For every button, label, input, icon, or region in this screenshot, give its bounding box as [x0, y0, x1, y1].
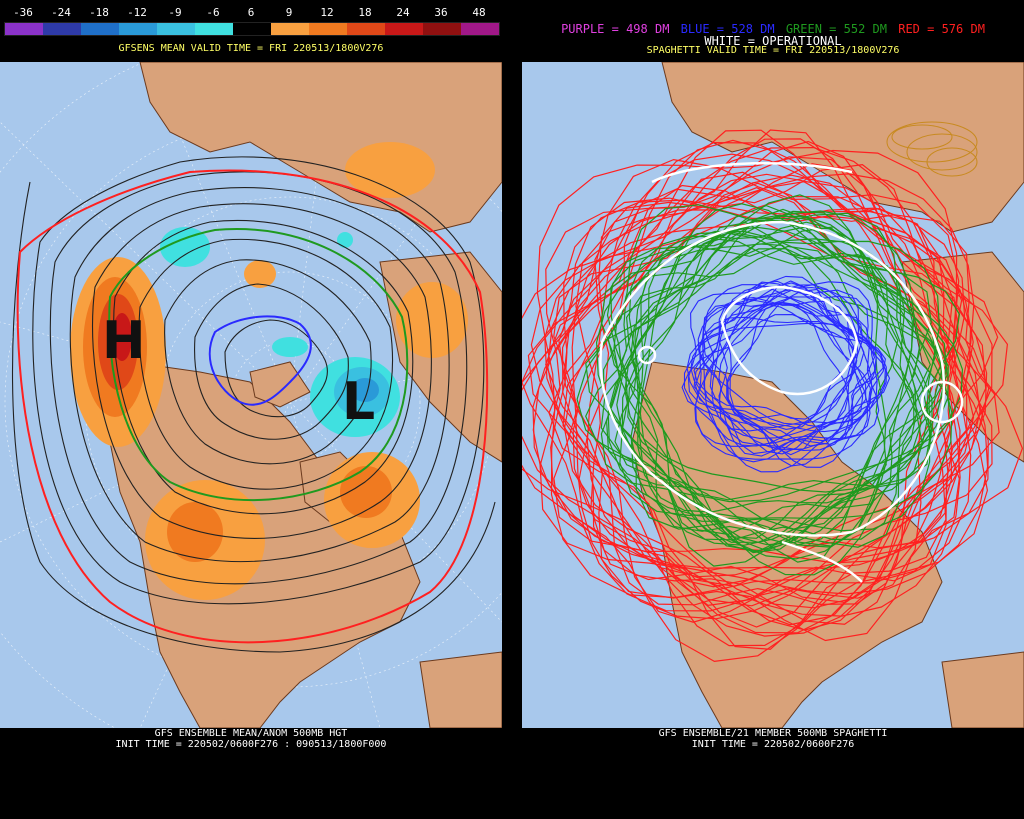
- spaghetti-line: [694, 316, 855, 452]
- legend-label: 6: [247, 6, 255, 19]
- spaghetti-line: [562, 163, 1009, 607]
- contour-key: PURPLE = 498 DM BLUE = 528 DM GREEN = 55…: [522, 22, 1024, 36]
- spaghetti-line: [522, 141, 993, 634]
- legend-swatch: [5, 23, 43, 35]
- ensemble-mean-panel: -36 -24 -18 -12 -9 -6 6 9 12 18 24 36 48…: [0, 0, 502, 819]
- spaghetti-line: [621, 219, 949, 576]
- spaghetti-line: [697, 280, 891, 447]
- legend-swatch: [195, 23, 233, 35]
- spaghetti-line: [726, 296, 887, 468]
- anomaly-color-bar: [4, 22, 500, 36]
- spaghetti-line: [630, 231, 941, 532]
- spaghetti-valid-time: SPAGHETTI VALID TIME = FRI 220513/1800V2…: [646, 45, 900, 56]
- legend-swatch: [461, 23, 499, 35]
- mean-footer-init: INIT TIME = 220502/0600F276 : 090513/180…: [115, 739, 387, 750]
- operational-contours: [599, 162, 964, 583]
- blue-key: BLUE = 528 DM: [680, 22, 775, 36]
- spaghetti-line: [630, 208, 936, 541]
- low-pressure-label: L: [342, 372, 375, 432]
- operational-key: WHITE = OPERATIONAL: [704, 34, 842, 48]
- legend-label: -9: [168, 6, 182, 19]
- ensemble-mean-map: H L: [0, 62, 502, 728]
- legend-label: -24: [51, 6, 71, 19]
- legend-label: -36: [13, 6, 33, 19]
- legend-label: 24: [396, 6, 410, 19]
- spaghetti-panel: PURPLE = 498 DM BLUE = 528 DM GREEN = 55…: [522, 0, 1024, 819]
- legend-swatch: [233, 23, 271, 35]
- mean-valid-time: GFSENS MEAN VALID TIME = FRI 220513/1800…: [118, 43, 384, 54]
- legend-swatch: [347, 23, 385, 35]
- spaghetti-map: [522, 62, 1024, 728]
- spaghetti-line: [572, 173, 961, 569]
- legend-swatch: [119, 23, 157, 35]
- legend-label: 48: [472, 6, 486, 19]
- spaghetti-line: [536, 149, 972, 599]
- legend-swatch: [309, 23, 347, 35]
- spaghetti-line: [639, 226, 964, 503]
- legend-label: 18: [358, 6, 372, 19]
- positive-anomaly-europe: [396, 282, 468, 358]
- spaghetti-line: [547, 215, 972, 637]
- gold-spaghetti-contours: [886, 121, 978, 177]
- contour-528dm: [208, 315, 312, 406]
- green-key: GREEN = 552 DM: [785, 22, 887, 36]
- negative-anomaly-north: [160, 227, 210, 267]
- spaghetti-line: [614, 243, 899, 539]
- blue-spaghetti-contours: [681, 275, 891, 473]
- legend-label: -6: [206, 6, 220, 19]
- contour-576dm: [16, 169, 489, 644]
- legend-label: 9: [285, 6, 293, 19]
- contour-552dm: [108, 228, 409, 502]
- spaghetti-line: [718, 280, 864, 456]
- legend-label: -18: [89, 6, 109, 19]
- spaghetti-line: [686, 301, 849, 463]
- legend-label: -12: [127, 6, 147, 19]
- spaghetti-line: [711, 295, 886, 439]
- legend-label: 12: [320, 6, 334, 19]
- anomaly-legend-labels: -36 -24 -18 -12 -9 -6 6 9 12 18 24 36 48: [0, 6, 502, 20]
- legend-swatch: [81, 23, 119, 35]
- spaghetti-line: [621, 221, 923, 563]
- legend-swatch: [157, 23, 195, 35]
- spaghetti-line: [681, 288, 876, 457]
- legend-label: 36: [434, 6, 448, 19]
- mean-footer-title: GFS ENSEMBLE MEAN/ANOM 500MB HGT: [154, 728, 348, 739]
- spaghetti-line: [627, 232, 923, 554]
- spaghetti-line: [553, 187, 960, 628]
- high-pressure-label: H: [102, 311, 146, 371]
- positive-anomaly-asia: [345, 142, 435, 198]
- spaghetti-line: [522, 195, 989, 612]
- spaghetti-line: [563, 139, 974, 631]
- spaghetti-line: [585, 245, 931, 536]
- legend-swatch: [271, 23, 309, 35]
- legend-swatch: [43, 23, 81, 35]
- spaghetti-line: [701, 284, 855, 447]
- spaghetti-line: [558, 129, 954, 623]
- purple-key: PURPLE = 498 DM: [561, 22, 670, 36]
- arctic-islands: [249, 361, 311, 408]
- spaghetti-footer-init: INIT TIME = 220502/0600F276: [691, 739, 855, 750]
- spaghetti-line: [522, 158, 989, 663]
- spaghetti-line: [632, 221, 929, 553]
- spaghetti-footer-title: GFS ENSEMBLE/21 MEMBER 500MB SPAGHETTI: [658, 728, 888, 739]
- spaghetti-line: [527, 184, 1000, 604]
- red-key: RED = 576 DM: [898, 22, 985, 36]
- south-america-landmass: [419, 651, 502, 728]
- spaghetti-line: [522, 197, 993, 607]
- legend-swatch: [385, 23, 423, 35]
- legend-swatch: [423, 23, 461, 35]
